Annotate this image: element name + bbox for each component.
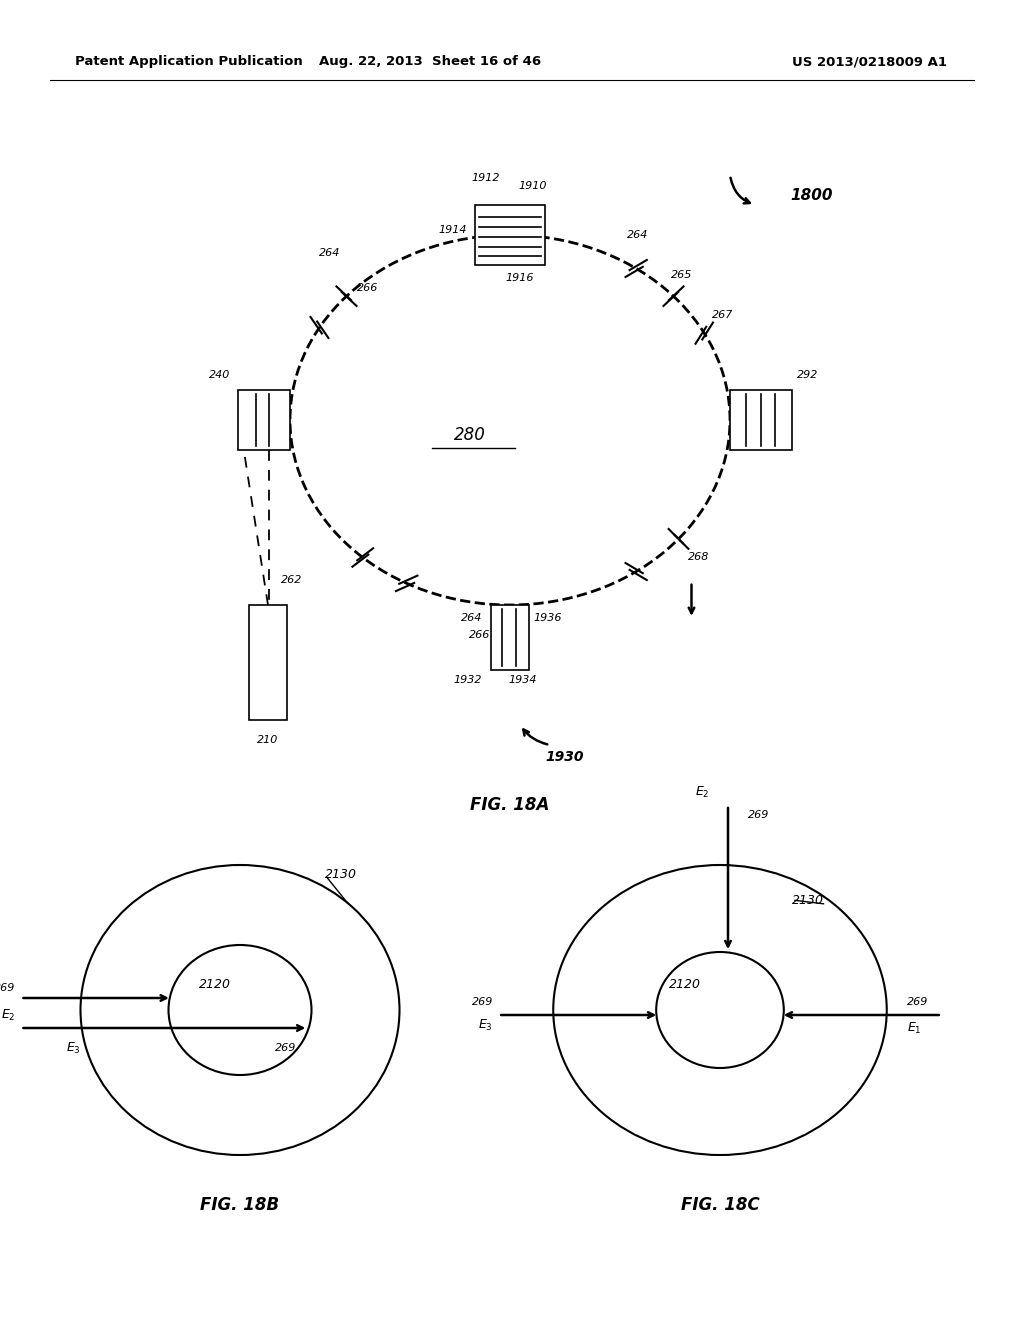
Text: 2120: 2120 <box>199 978 231 991</box>
Text: 269: 269 <box>472 997 494 1007</box>
Text: 292: 292 <box>797 370 818 380</box>
Text: 2130: 2130 <box>325 869 357 882</box>
Bar <box>238 389 290 450</box>
Text: 265: 265 <box>671 269 692 280</box>
Text: 2120: 2120 <box>669 978 701 991</box>
Text: $E_2$: $E_2$ <box>1 1007 15 1023</box>
Text: 266: 266 <box>469 630 490 640</box>
Text: FIG. 18B: FIG. 18B <box>201 1196 280 1214</box>
Text: 269: 269 <box>748 810 769 820</box>
Text: 1930: 1930 <box>545 750 584 764</box>
Text: 1936: 1936 <box>534 612 561 623</box>
Bar <box>249 605 287 719</box>
Text: 266: 266 <box>356 284 378 293</box>
Text: 264: 264 <box>628 230 648 240</box>
Text: 280: 280 <box>454 426 486 444</box>
Text: US 2013/0218009 A1: US 2013/0218009 A1 <box>793 55 947 69</box>
Text: 210: 210 <box>257 735 279 744</box>
Text: 269: 269 <box>906 997 928 1007</box>
Text: FIG. 18A: FIG. 18A <box>470 796 550 814</box>
Text: 269: 269 <box>274 1043 296 1053</box>
Bar <box>475 205 545 265</box>
Text: 262: 262 <box>281 576 302 585</box>
Text: $E_2$: $E_2$ <box>694 785 710 800</box>
Text: $E_3$: $E_3$ <box>66 1040 80 1056</box>
Text: 267: 267 <box>713 310 733 321</box>
Text: 1910: 1910 <box>518 181 547 191</box>
Text: 264: 264 <box>319 248 341 259</box>
Text: 264: 264 <box>461 612 482 623</box>
Text: Patent Application Publication: Patent Application Publication <box>75 55 303 69</box>
Text: $E_1$: $E_1$ <box>906 1020 922 1036</box>
Text: Aug. 22, 2013  Sheet 16 of 46: Aug. 22, 2013 Sheet 16 of 46 <box>318 55 541 69</box>
Text: 240: 240 <box>209 370 230 380</box>
Text: 1932: 1932 <box>454 675 482 685</box>
Text: FIG. 18C: FIG. 18C <box>681 1196 760 1214</box>
Text: 269: 269 <box>0 983 15 993</box>
Text: 2130: 2130 <box>792 894 824 907</box>
Text: 1800: 1800 <box>790 187 833 202</box>
Text: 1912: 1912 <box>471 173 500 183</box>
Text: 1934: 1934 <box>508 675 537 685</box>
Text: 1916: 1916 <box>505 273 534 282</box>
Text: 1914: 1914 <box>438 224 467 235</box>
Bar <box>730 389 792 450</box>
Text: $E_3$: $E_3$ <box>478 1018 494 1032</box>
Text: 268: 268 <box>687 552 709 562</box>
Bar <box>490 605 529 671</box>
